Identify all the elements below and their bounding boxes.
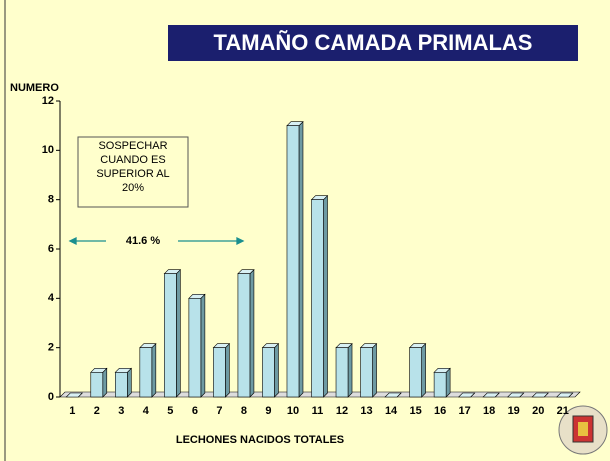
x-tick-label: 19 (508, 405, 520, 417)
x-tick-label: 14 (385, 405, 398, 417)
bar (360, 347, 373, 398)
arrow-label: 41.6 % (126, 235, 160, 247)
bar-side (372, 342, 377, 398)
y-axis-label: NUMERO (10, 82, 59, 94)
chart-title: TAMAÑO CAMADA PRIMALAS (214, 30, 533, 55)
bar (90, 372, 104, 398)
x-tick-label: 2 (94, 405, 100, 417)
x-tick-label: 15 (409, 405, 421, 417)
bar-side (249, 268, 255, 398)
y-tick-label: 6 (48, 243, 54, 255)
bar-side (151, 342, 157, 398)
x-tick-label: 6 (192, 405, 198, 417)
bar-top (506, 392, 525, 398)
x-axis-label: LECHONES NACIDOS TOTALES (176, 434, 344, 446)
bar (164, 273, 177, 398)
bar-top (65, 392, 83, 398)
x-tick-label: 21 (557, 405, 569, 417)
x-tick-label: 18 (483, 405, 495, 417)
bar (433, 372, 447, 398)
x-tick-label: 16 (434, 405, 446, 417)
bar-side (102, 367, 108, 398)
bar (409, 347, 422, 398)
bar-top (531, 392, 549, 398)
annotation-text: CUANDO ES (100, 154, 165, 166)
x-tick-label: 4 (143, 405, 150, 417)
bar-top (384, 392, 402, 398)
bar (115, 372, 128, 398)
x-tick-label: 5 (167, 405, 173, 417)
y-tick-label: 12 (42, 95, 54, 107)
annotation-text: SOSPECHAR (98, 140, 167, 152)
bar (311, 199, 324, 398)
y-tick-label: 2 (48, 342, 54, 354)
bar-side (421, 342, 426, 398)
bar-side (445, 367, 451, 398)
x-tick-label: 10 (287, 405, 299, 417)
y-tick-label: 4 (48, 292, 55, 304)
bar-side (225, 342, 230, 398)
x-tick-label: 8 (241, 405, 247, 417)
bar (139, 347, 153, 398)
x-tick-label: 1 (69, 405, 75, 417)
bar-side (298, 120, 304, 398)
y-tick-label: 8 (48, 194, 54, 206)
bar-side (176, 268, 181, 398)
bar-top (457, 392, 476, 398)
x-tick-label: 17 (459, 405, 471, 417)
bar (286, 125, 300, 398)
bar (237, 273, 251, 398)
bar-side (127, 367, 132, 398)
annotation-box (77, 136, 189, 208)
x-tick-label: 3 (118, 405, 124, 417)
bar (213, 347, 226, 398)
title-box (168, 25, 578, 61)
bar (335, 347, 349, 398)
x-tick-label: 12 (336, 405, 348, 417)
bar (262, 347, 275, 398)
bar-side (347, 342, 353, 398)
bar-top (482, 392, 500, 398)
y-tick-label: 10 (42, 144, 54, 156)
y-tick-label: 0 (48, 391, 54, 403)
x-tick-label: 13 (360, 405, 372, 417)
arrows (68, 236, 245, 246)
bar-side (200, 293, 206, 398)
bar-side (274, 342, 279, 398)
annotation-text: 20% (122, 182, 144, 194)
annotation-text: SUPERIOR AL (96, 168, 169, 180)
bar-side (323, 194, 328, 398)
logo (558, 405, 608, 455)
bar (188, 298, 202, 398)
x-tick-label: 7 (216, 405, 222, 417)
x-tick-label: 20 (532, 405, 544, 417)
bar-top (556, 392, 574, 398)
x-tick-label: 9 (265, 405, 271, 417)
x-tick-label: 11 (312, 405, 324, 417)
